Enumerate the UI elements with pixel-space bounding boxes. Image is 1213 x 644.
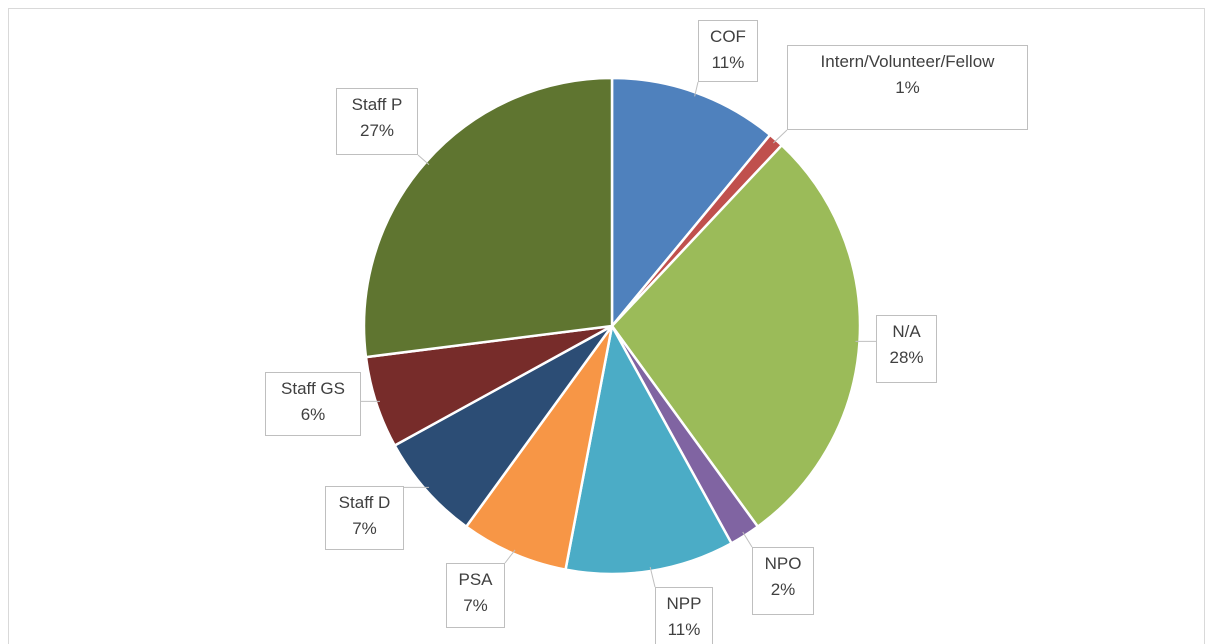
value-label: 11% [667,620,701,639]
value-label: 1% [895,78,920,97]
leader-line [504,549,516,564]
value-label: 27% [359,121,395,140]
value-label: 7% [352,519,377,538]
leader-line [773,129,788,144]
data-label: PSA 7% [446,563,505,628]
leader-line [742,531,753,548]
data-label: Staff D 7% [325,486,404,550]
category-label: NPP [666,594,702,613]
data-label: Staff P 27% [336,88,418,155]
data-label: Intern/Volunteer/Fellow 1% [787,45,1028,130]
category-label: N/A [892,322,921,341]
data-label: N/A 28% [876,315,937,383]
category-label: NPO [764,554,802,573]
category-label: Staff D [338,493,391,512]
category-label: Staff GS [281,379,345,398]
data-label: NPP 11% [655,587,713,644]
leader-line [417,154,430,166]
data-label: COF 11% [698,20,758,82]
pie-slice [464,325,614,572]
category-label: COF [710,27,746,46]
category-label: PSA [458,570,493,589]
data-label: NPO 2% [752,547,814,615]
value-label: 11% [711,53,745,72]
leader-line [649,566,656,588]
value-label: 7% [463,596,488,615]
category-label: Staff P [351,95,403,114]
leader-line [694,81,699,97]
value-label: 2% [770,580,796,599]
pie-slice [392,324,614,529]
chart-frame [8,8,1205,644]
value-label: 6% [300,405,326,424]
data-label: Staff GS 6% [265,372,361,436]
value-label: 28% [889,348,924,367]
category-label: Intern/Volunteer/Fellow [820,52,995,71]
